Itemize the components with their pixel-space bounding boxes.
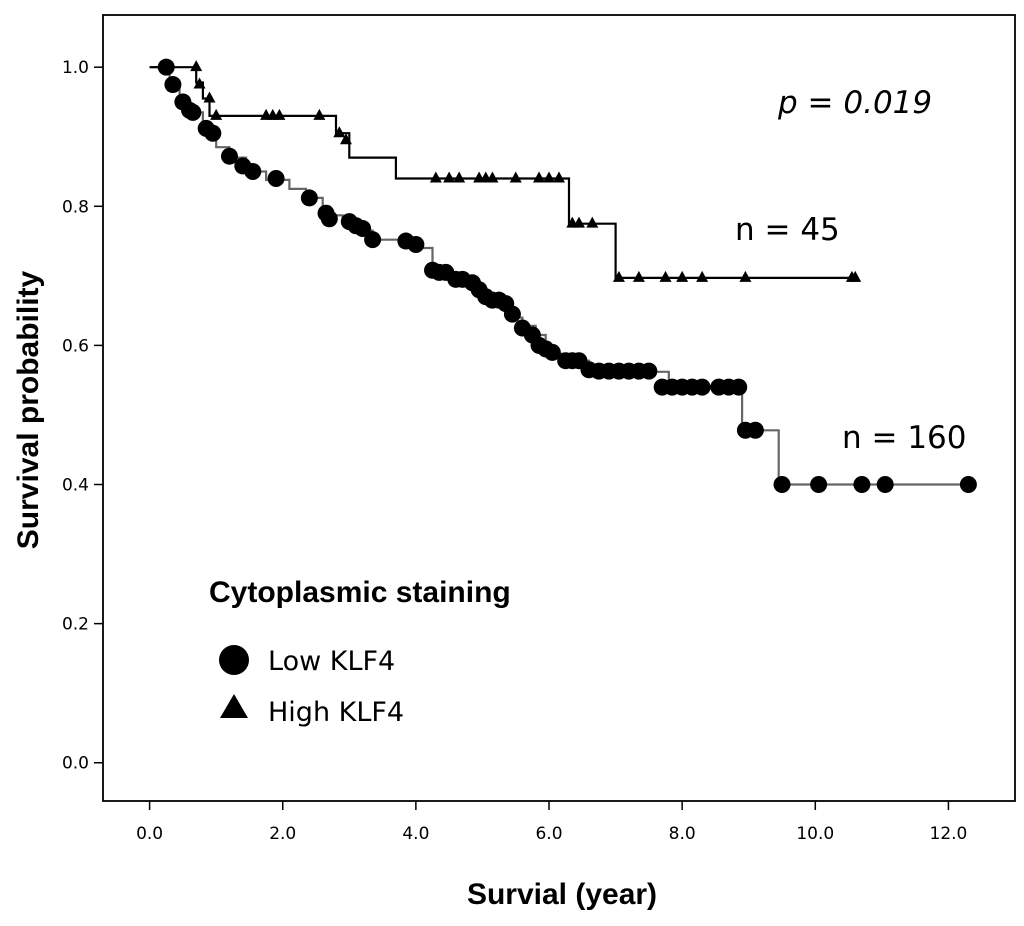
censor-circle-marker	[164, 76, 182, 94]
censor-triangle-marker	[612, 270, 625, 282]
x-tick-label: 12.0	[930, 824, 968, 844]
censor-circle-marker	[876, 476, 894, 494]
censor-circle-marker	[354, 220, 372, 238]
y-tick-label: 0.4	[62, 476, 89, 496]
censor-triangle-marker	[273, 108, 286, 120]
censor-triangle-marker	[193, 77, 206, 89]
censor-triangle-marker	[313, 108, 326, 120]
censor-triangle-marker	[533, 171, 546, 183]
n-low-annotation: n = 160	[842, 420, 967, 456]
x-tick-label: 0.0	[136, 824, 163, 844]
censor-markers	[157, 58, 977, 494]
censor-triangle-marker	[849, 270, 862, 282]
x-axis-title: Survial (year)	[467, 878, 657, 911]
legend: Cytoplasmic staining Low KLF4 High KLF4	[209, 576, 511, 728]
censor-triangle-marker	[572, 216, 585, 228]
censor-triangle-marker	[429, 171, 442, 183]
censor-triangle-marker	[676, 270, 689, 282]
censor-circle-marker	[267, 169, 285, 187]
y-tick-label: 0.8	[62, 197, 89, 217]
x-tick-label: 10.0	[796, 824, 834, 844]
censor-triangle-marker	[586, 216, 599, 228]
y-axis-title: Survival probability	[12, 270, 45, 549]
censor-circle-marker	[640, 362, 658, 380]
y-tick-label: 1.0	[62, 58, 89, 78]
censor-triangle-marker	[553, 171, 565, 183]
y-tick-label: 0.2	[62, 615, 89, 635]
censor-triangle-marker	[190, 60, 203, 72]
censor-circle-marker	[730, 378, 748, 396]
legend-label-low: Low KLF4	[268, 646, 395, 677]
censor-circle-marker	[364, 231, 382, 249]
censor-circle-marker	[810, 476, 828, 494]
censor-circle-marker	[184, 103, 202, 121]
x-tick-label: 4.0	[402, 824, 429, 844]
legend-title: Cytoplasmic staining	[209, 576, 511, 609]
censor-triangle-marker	[203, 91, 216, 103]
censor-triangle-marker	[509, 171, 522, 183]
censor-triangle-marker	[543, 171, 556, 183]
x-tick-label: 8.0	[669, 824, 696, 844]
censor-circle-marker	[693, 378, 711, 396]
censor-circle-marker	[746, 421, 764, 439]
p-value-annotation: p = 0.019	[777, 85, 932, 121]
censor-triangle-marker	[632, 270, 645, 282]
censor-triangle-marker	[659, 270, 672, 282]
censor-triangle-marker	[333, 126, 346, 138]
censor-triangle-marker	[339, 133, 352, 145]
censor-triangle-marker	[453, 171, 466, 183]
censor-circle-marker	[204, 124, 222, 142]
n-high-annotation: n = 45	[735, 212, 840, 248]
legend-triangle-icon	[220, 694, 248, 718]
censor-circle-marker	[244, 163, 262, 181]
censor-circle-marker	[220, 147, 238, 165]
y-tick-label: 0.0	[62, 754, 89, 774]
censor-circle-marker	[300, 189, 318, 207]
censor-circle-marker	[407, 236, 425, 254]
censor-circle-marker	[320, 210, 338, 228]
censor-circle-marker	[853, 476, 871, 494]
axis-ticks: 0.0 2.0 4.0 6.0 8.0 10.0 12.0 0.0 0.2 0.4 0.6 0.8 1.…	[62, 58, 967, 844]
censor-triangle-marker	[739, 270, 752, 282]
censor-circle-marker	[543, 343, 561, 361]
legend-circle-icon	[219, 645, 249, 675]
censor-circle-marker	[959, 476, 977, 494]
x-tick-label: 6.0	[535, 824, 562, 844]
censor-triangle-marker	[696, 270, 709, 282]
y-tick-label: 0.6	[62, 336, 89, 356]
legend-label-high: High KLF4	[268, 697, 404, 728]
x-tick-label: 2.0	[269, 824, 296, 844]
censor-triangle-marker	[210, 108, 223, 120]
censor-circle-marker	[503, 305, 521, 323]
censor-triangle-marker	[486, 171, 499, 183]
plot-frame	[102, 14, 1016, 802]
censor-triangle-marker	[443, 171, 456, 183]
censor-circle-marker	[157, 58, 175, 76]
censor-circle-marker	[773, 476, 791, 494]
